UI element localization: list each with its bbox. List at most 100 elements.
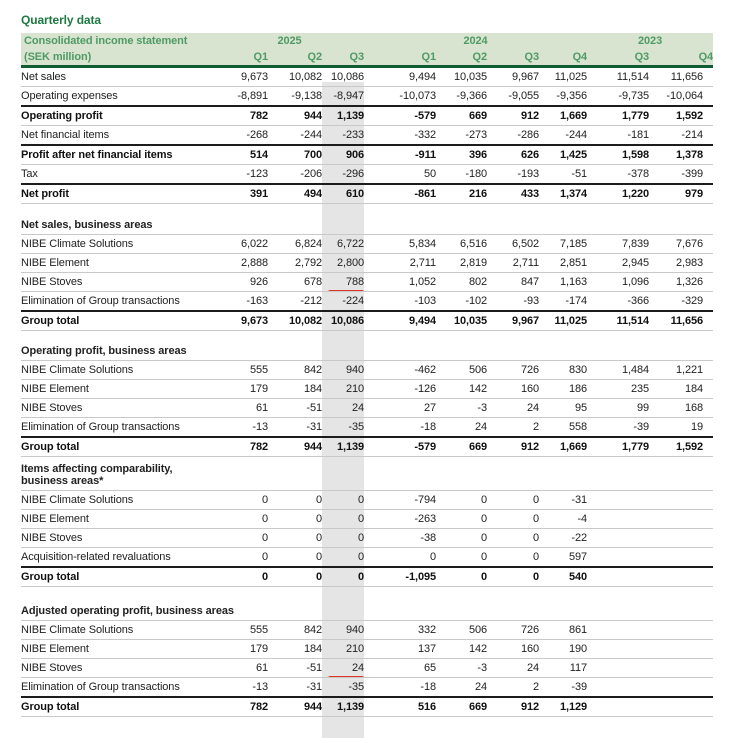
section-heading: Items affecting comparability, business a…	[21, 461, 714, 491]
quarter-label: Q4	[539, 49, 588, 68]
value-cell	[587, 639, 649, 659]
value-cell: 9,673	[215, 310, 268, 331]
section-heading: Adjusted operating profit, business area…	[21, 603, 714, 621]
value-cell: -273	[436, 125, 487, 146]
value-cell: 10,086	[322, 310, 364, 331]
value-cell: 912	[487, 105, 539, 126]
value-cell: 1,779	[587, 436, 649, 457]
table-row: Profit after net financial items 514 700 90…	[21, 144, 713, 165]
value-cell	[649, 639, 714, 659]
value-cell: -38	[364, 528, 436, 548]
value-cell: 6,516	[436, 234, 487, 254]
value-cell: -244	[539, 125, 587, 146]
year-label: 2023	[638, 35, 663, 47]
value-cell: 137	[364, 639, 436, 659]
value-cell: 61	[215, 398, 268, 418]
value-cell: 1,669	[539, 436, 587, 457]
value-cell: -10,064	[649, 86, 713, 107]
value-cell: 142	[436, 639, 487, 659]
value-cell: -233	[322, 125, 364, 146]
table-row: Group total 782 944 1,139 -579 669 912 1,669 1,7…	[21, 436, 714, 457]
value-cell: 27	[364, 398, 436, 418]
value-cell: 944	[268, 105, 322, 126]
value-cell: 926	[215, 272, 268, 292]
value-cell	[587, 490, 649, 510]
value-cell: 782	[215, 105, 268, 126]
red-underline-annotation	[328, 290, 364, 291]
table-row: NIBE Climate Solutions 6,022 6,824 6,722 5,8…	[21, 234, 714, 254]
value-cell	[649, 696, 714, 717]
value-cell: 391	[215, 183, 268, 204]
table-row: Net profit 391 494 610 -861 216 433 1,374 1,220 9…	[21, 183, 713, 204]
value-cell	[587, 696, 649, 717]
table-row: Operating profit 782 944 1,139 -579 669 912 1,6…	[21, 105, 713, 126]
row-label: Net financial items	[21, 125, 215, 146]
value-cell: 6,722	[322, 234, 364, 254]
value-cell: 0	[215, 547, 268, 568]
value-cell: 726	[487, 360, 539, 380]
value-cell: -224	[322, 291, 364, 312]
value-cell: -31	[268, 417, 322, 438]
value-cell: -181	[587, 125, 649, 146]
row-label: Elimination of Group transactions	[21, 677, 215, 698]
value-cell: 0	[487, 528, 539, 548]
row-label: Group total	[21, 696, 215, 717]
value-cell: 2,792	[268, 253, 322, 273]
value-cell	[587, 677, 649, 698]
value-cell: -8,947	[322, 86, 364, 107]
value-cell: -286	[487, 125, 539, 146]
value-cell: 117	[539, 658, 587, 678]
value-cell: 1,220	[587, 183, 649, 204]
value-cell: -31	[268, 677, 322, 698]
value-cell: 555	[215, 620, 268, 640]
table-row: Group total 9,673 10,082 10,086 9,494 10,035 9…	[21, 310, 714, 331]
value-cell: 160	[487, 639, 539, 659]
value-cell: 0	[322, 509, 364, 529]
value-cell: 506	[436, 620, 487, 640]
row-label: NIBE Stoves	[21, 528, 215, 548]
value-cell: 9,967	[487, 68, 539, 87]
value-cell: 190	[539, 639, 587, 659]
value-cell: -13	[215, 677, 268, 698]
value-cell: -51	[539, 164, 587, 185]
value-cell: 11,514	[587, 68, 649, 87]
value-cell	[649, 658, 714, 678]
value-cell: -51	[268, 398, 322, 418]
value-cell: 50	[364, 164, 436, 185]
value-cell: 788	[322, 272, 364, 292]
value-cell: 65	[364, 658, 436, 678]
value-cell: 216	[436, 183, 487, 204]
table-row: NIBE Climate Solutions 555 842 940 332 506 726…	[21, 620, 714, 640]
red-underline-annotation	[328, 676, 364, 677]
value-cell: 1,139	[322, 436, 364, 457]
value-cell: -9,138	[268, 86, 322, 107]
quarter-label: Q3	[487, 49, 540, 68]
value-cell: 24	[436, 417, 487, 438]
section-table: Adjusted operating profit, business area…	[21, 603, 714, 717]
value-cell: 95	[539, 398, 587, 418]
value-cell: 210	[322, 639, 364, 659]
table-header-band: Consolidated income statement 2025 2024 202…	[21, 33, 714, 68]
row-label: NIBE Element	[21, 253, 215, 273]
value-cell: 1,425	[539, 144, 587, 165]
value-cell: 160	[487, 379, 539, 399]
value-cell: 6,502	[487, 234, 539, 254]
value-cell: 1,484	[587, 360, 649, 380]
value-cell: -4	[539, 509, 587, 529]
table-row: Elimination of Group transactions -163 -21…	[21, 291, 714, 312]
value-cell: 10,086	[322, 68, 364, 87]
value-cell: -399	[649, 164, 713, 185]
table-row: NIBE Stoves 61 -51 24 27 -3 24 95 99 168	[21, 398, 714, 418]
row-label: NIBE Stoves	[21, 272, 215, 292]
value-cell	[649, 490, 714, 510]
value-cell: 168	[649, 398, 714, 418]
value-cell: 944	[268, 696, 322, 717]
value-cell: 597	[539, 547, 587, 568]
value-cell: 0	[268, 509, 322, 529]
value-cell: 11,514	[587, 310, 649, 331]
quarter-label: Q1	[215, 49, 268, 68]
value-cell: 0	[364, 547, 436, 568]
value-cell	[587, 566, 649, 587]
value-cell: 2	[487, 677, 539, 698]
value-cell: 540	[539, 566, 587, 587]
